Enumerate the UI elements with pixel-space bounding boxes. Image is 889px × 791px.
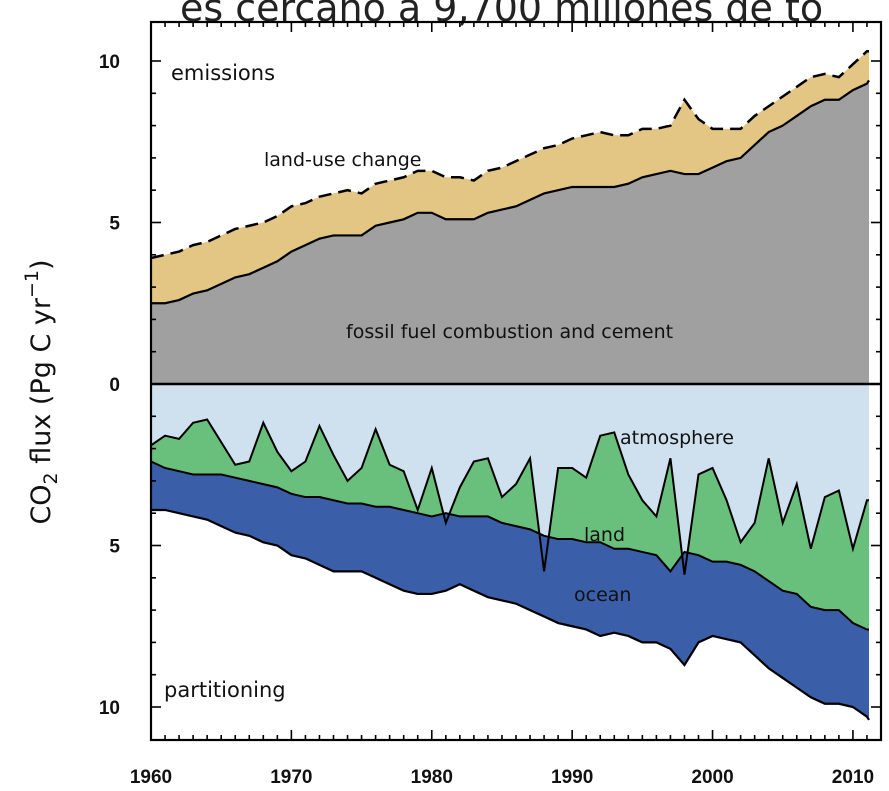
annotation-land: land [584, 524, 625, 546]
land-use-change-line [150, 50, 869, 260]
land-use-change-area [151, 51, 869, 304]
chart-lines [150, 50, 870, 721]
annotation-land-use-change: land-use change [264, 149, 421, 171]
panel-label-partitioning: partitioning [164, 678, 286, 702]
fossil-fuel-line [151, 79, 870, 305]
panel-label-emissions: emissions [171, 61, 275, 85]
y-axis-label: CO2 flux (Pg C yr−1) [21, 259, 62, 524]
x-tick-label: 1980 [411, 767, 453, 788]
atmosphere-line [150, 418, 869, 575]
x-tick-label: 2010 [832, 767, 874, 788]
x-tick-label: 1970 [270, 767, 312, 788]
x-tick-label: 1960 [130, 767, 172, 788]
atmosphere-area [151, 384, 869, 575]
ocean-line [151, 508, 870, 721]
fossil-fuel-area [151, 80, 869, 384]
y-tick-label: 0 [109, 375, 120, 396]
y-tick-label: 5 [109, 537, 120, 558]
x-tick-label: 2000 [691, 767, 733, 788]
annotation-ocean: ocean [574, 584, 631, 606]
y-tick-label: 10 [99, 698, 120, 719]
annotation-atmosphere: atmosphere [620, 427, 734, 449]
y-tick-label: 10 [99, 52, 120, 73]
chart-areas [151, 51, 869, 720]
y-tick-label: 5 [109, 214, 120, 235]
land-line [150, 460, 869, 631]
chart-ticks: 1960 1970 1980 1990 2000 2010 10 5 0 5 10 [99, 22, 882, 788]
x-tick-label: 1990 [551, 767, 593, 788]
annotation-fossil-fuel: fossil fuel combustion and cement [346, 321, 673, 343]
